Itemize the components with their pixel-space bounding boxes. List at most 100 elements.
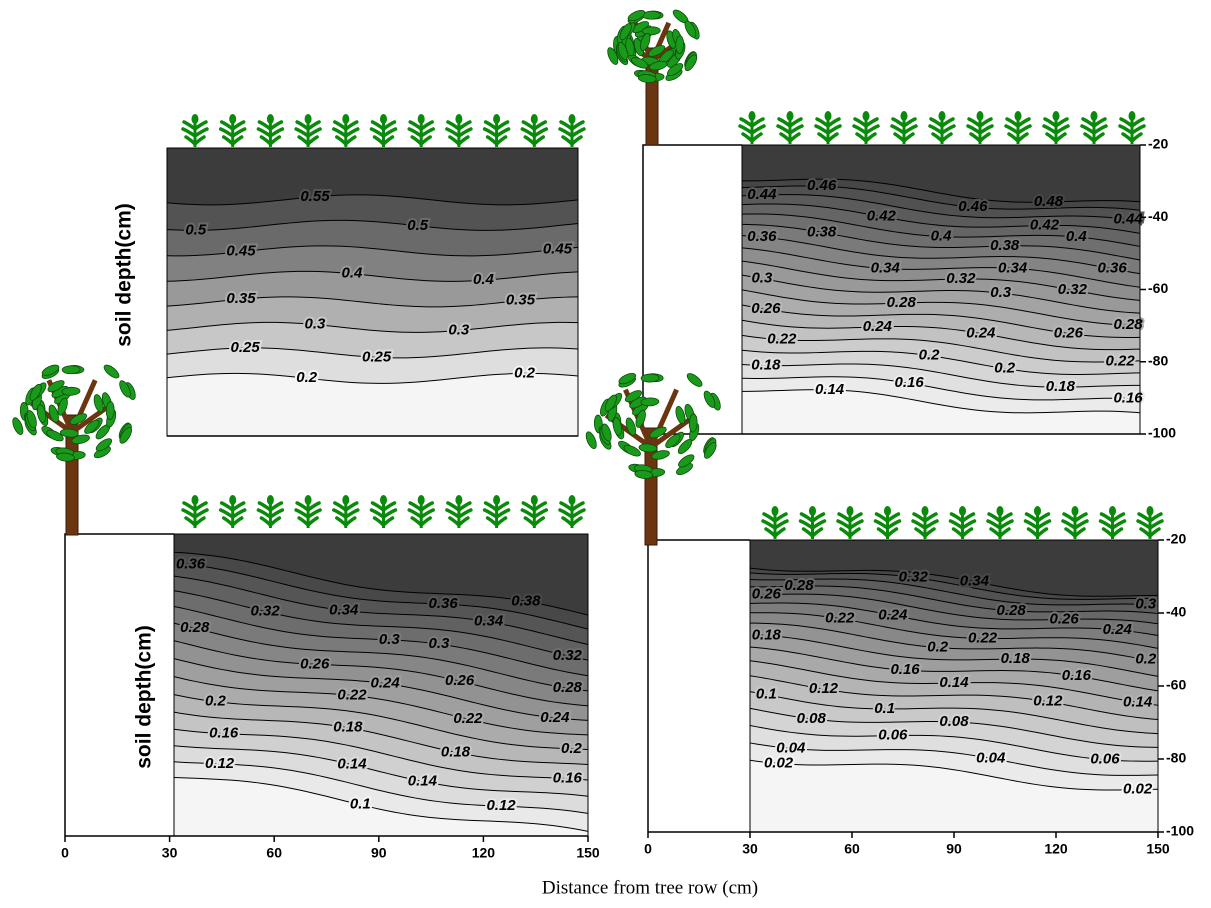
crop-plant xyxy=(258,114,282,147)
plant-leaf xyxy=(980,126,992,133)
plant-leaf xyxy=(346,510,358,517)
plant-leaf xyxy=(854,126,866,133)
contour-label: 0.06 xyxy=(1090,751,1120,768)
crop-plant xyxy=(296,495,320,528)
plant-leaf xyxy=(968,126,980,133)
plant-head xyxy=(1072,506,1079,516)
contour-label: 0.46 xyxy=(958,198,988,215)
plant-leaf xyxy=(1018,126,1030,133)
contour-label: 0.44 xyxy=(747,186,777,203)
plant-leaf xyxy=(409,510,421,517)
plant-leaf xyxy=(740,126,752,133)
plant-leaf xyxy=(334,129,346,136)
contour-label: 0.22 xyxy=(1105,352,1135,369)
contour-label: 0.1 xyxy=(756,686,777,703)
crop-plant xyxy=(560,495,584,528)
crop-plant xyxy=(183,114,207,147)
plant-head xyxy=(455,114,462,124)
contour-label: 0.26 xyxy=(300,655,330,672)
crop-plant xyxy=(838,506,862,539)
tree-strip-border xyxy=(65,534,174,836)
plant-leaf xyxy=(447,510,459,517)
contour-label: 0.48 xyxy=(1034,193,1064,210)
contour-label: 0.26 xyxy=(1054,324,1084,341)
contour-label: 0.18 xyxy=(751,357,781,374)
plant-head xyxy=(418,114,425,124)
plant-leaf xyxy=(913,521,925,528)
plant-leaf xyxy=(1150,521,1162,528)
crop-plant xyxy=(409,114,433,147)
y-axis-label: soil depth(cm) xyxy=(133,625,156,769)
contour-label: 0.5 xyxy=(407,217,429,234)
contour-label: 0.44 xyxy=(1113,210,1143,227)
plant-leaf xyxy=(195,510,207,517)
y-tick-label: -20 xyxy=(1166,531,1186,547)
crop-plant xyxy=(183,495,207,528)
crop-plant xyxy=(221,114,245,147)
contour-label: 0.18 xyxy=(752,626,782,643)
plant-head xyxy=(192,495,199,505)
plant-leaf xyxy=(828,126,840,133)
contour-label: 0.42 xyxy=(867,208,897,225)
plant-head xyxy=(531,114,538,124)
contour-label: 0.36 xyxy=(176,556,206,573)
tree-leaf xyxy=(36,404,47,423)
plant-leaf xyxy=(1000,521,1012,528)
tree-leaf xyxy=(102,363,121,381)
plant-leaf xyxy=(534,129,546,136)
contour-label: 0.1 xyxy=(874,700,895,717)
plant-head xyxy=(1053,111,1060,121)
plant-leaf xyxy=(560,510,572,517)
plant-head xyxy=(229,114,236,124)
crop-plant xyxy=(1082,111,1106,144)
contour-label: 0.34 xyxy=(329,601,359,618)
tree xyxy=(584,371,722,545)
plant-leaf xyxy=(183,129,195,136)
plant-leaf xyxy=(497,129,509,136)
crop-plant xyxy=(740,111,764,144)
contour-label: 0.34 xyxy=(998,259,1028,276)
crop-plant xyxy=(988,506,1012,539)
plant-head xyxy=(1015,111,1022,121)
contour-label: 0.36 xyxy=(1098,260,1128,277)
contour-label: 0.3 xyxy=(429,635,451,652)
contour-label: 0.2 xyxy=(919,347,941,364)
contour-label: 0.16 xyxy=(1062,667,1092,684)
plant-head xyxy=(229,495,236,505)
plant-leaf xyxy=(1038,521,1050,528)
plant-leaf xyxy=(1082,126,1094,133)
x-tick-label: 0 xyxy=(644,841,652,857)
contour-label: 0.38 xyxy=(807,223,837,240)
plant-leaf xyxy=(816,126,828,133)
plant-head xyxy=(569,114,576,124)
plant-leaf xyxy=(459,510,471,517)
contour-label: 0.36 xyxy=(428,595,458,612)
x-tick-label: 150 xyxy=(576,845,600,861)
plant-leaf xyxy=(1101,521,1113,528)
contour-label: 0.2 xyxy=(994,360,1016,377)
contour-label: 0.36 xyxy=(747,228,777,245)
crop-plant xyxy=(334,114,358,147)
plant-leaf xyxy=(459,129,471,136)
y-tick-label: -100 xyxy=(1148,425,1176,441)
plant-head xyxy=(884,506,891,516)
plant-leaf xyxy=(421,510,433,517)
contour-label: 0.55 xyxy=(300,188,330,205)
plant-head xyxy=(977,111,984,121)
crop-plant xyxy=(1101,506,1125,539)
contour-label: 0.16 xyxy=(553,770,583,787)
tree-leaf xyxy=(612,417,623,436)
plant-leaf xyxy=(522,129,534,136)
plant-head xyxy=(1109,506,1116,516)
crop-plant xyxy=(1044,111,1068,144)
plant-head xyxy=(267,114,274,124)
plant-leaf xyxy=(763,521,775,528)
contour-label: 0.22 xyxy=(337,686,367,703)
plant-leaf xyxy=(951,521,963,528)
plant-head xyxy=(569,495,576,505)
y-tick-label: -80 xyxy=(1148,352,1168,368)
tree-leaf xyxy=(675,36,684,54)
x-tick-label: 90 xyxy=(371,845,387,861)
contour-label: 0.3 xyxy=(751,270,773,287)
tree xyxy=(11,363,138,535)
